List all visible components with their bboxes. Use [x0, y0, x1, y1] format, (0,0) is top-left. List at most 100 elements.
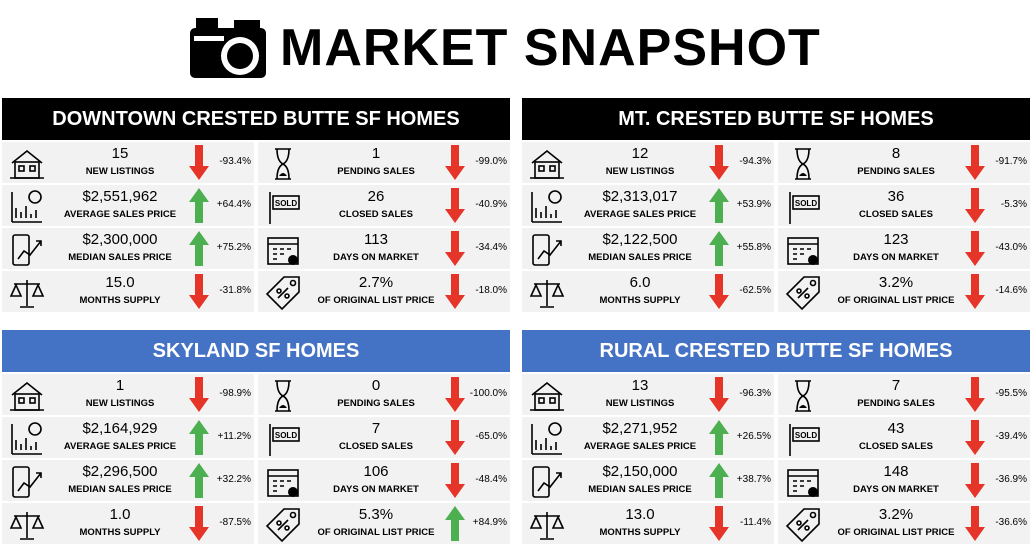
metric-value: 7 — [371, 420, 381, 437]
metric-value: 26 — [367, 188, 385, 205]
arrow-down — [965, 420, 985, 455]
metric-cell: SOLD 36 CLOSED SALES -5.3% — [778, 185, 1030, 226]
metric-value: 15 — [111, 145, 129, 162]
metric-icon — [265, 508, 300, 543]
metric-value: $2,296,500 — [82, 463, 158, 480]
metric-label: MEDIAN SALES PRICE — [68, 484, 172, 495]
metric-label: MEDIAN SALES PRICE — [588, 484, 692, 495]
arrow-up — [709, 188, 729, 223]
metric-cell: SOLD 26 CLOSED SALES -40.9% — [258, 185, 510, 226]
metric-value: 13 — [631, 377, 649, 394]
metric-label: PENDING SALES — [857, 398, 935, 409]
metric-icon — [532, 466, 562, 498]
metric-label: OF ORIGINAL LIST PRICE — [837, 295, 955, 306]
metric-change: -36.9% — [995, 474, 1027, 485]
metric-label: MONTHS SUPPLY — [599, 295, 681, 306]
metric-cell: 6.0 MONTHS SUPPLY -62.5% — [522, 271, 774, 312]
metric-icon — [275, 148, 291, 180]
metric-value: 1.0 — [109, 506, 131, 523]
metric-cell: $2,122,500 MEDIAN SALES PRICE +55.8% — [522, 228, 774, 269]
metric-label: PENDING SALES — [857, 166, 935, 177]
panel: SKYLAND SF HOMES 1 NEW LISTINGS -98.9% 0 PEND… — [2, 330, 510, 544]
metric-label: AVERAGE SALES PRICE — [583, 441, 697, 452]
metric-label: MEDIAN SALES PRICE — [68, 252, 172, 263]
metric-value: 7 — [891, 377, 901, 394]
metric-change: -94.3% — [739, 156, 771, 167]
metric-cell: 106 DAYS ON MARKET -48.4% — [258, 460, 510, 501]
arrow-down — [965, 188, 985, 223]
metric-icon — [267, 237, 299, 265]
metric-change: +75.2% — [216, 242, 251, 253]
metric-change: -91.7% — [995, 156, 1027, 167]
metric-label: NEW LISTINGS — [605, 398, 675, 409]
arrow-up — [709, 231, 729, 266]
metric-icon — [529, 280, 565, 308]
arrow-down — [445, 420, 465, 455]
metric-icon — [795, 380, 811, 412]
metric-cell: 7 PENDING SALES -95.5% — [778, 374, 1030, 415]
metric-label: DAYS ON MARKET — [853, 484, 939, 495]
arrow-down — [709, 145, 729, 180]
metric-change: -14.6% — [995, 285, 1027, 296]
metric-icon — [267, 469, 299, 497]
metric-change: -98.9% — [219, 388, 251, 399]
metric-cell: 3.2% OF ORIGINAL LIST PRICE -36.6% — [778, 503, 1030, 544]
arrow-up — [189, 463, 209, 498]
metric-label: PENDING SALES — [337, 398, 415, 409]
metric-icon — [787, 469, 819, 497]
arrow-down — [965, 506, 985, 541]
metric-cell: SOLD 7 CLOSED SALES -65.0% — [258, 417, 510, 458]
metric-change: -36.6% — [995, 517, 1027, 528]
arrow-down — [709, 377, 729, 412]
metric-cell: 1 NEW LISTINGS -98.9% — [2, 374, 254, 415]
metric-change: -95.5% — [995, 388, 1027, 399]
metric-value: 13.0 — [625, 506, 655, 523]
metric-cell: 3.2% OF ORIGINAL LIST PRICE -14.6% — [778, 271, 1030, 312]
metric-icon: SOLD — [269, 192, 300, 224]
metric-change: -100.0% — [469, 388, 507, 399]
metric-value: 3.2% — [878, 274, 914, 291]
arrow-down — [965, 231, 985, 266]
metric-icon — [275, 380, 291, 412]
arrow-down — [445, 188, 465, 223]
svg-text:SOLD: SOLD — [275, 431, 297, 440]
metric-value: 106 — [363, 463, 389, 480]
metric-change: -99.0% — [475, 156, 507, 167]
arrow-up — [445, 506, 465, 541]
metric-value: $2,313,017 — [602, 188, 678, 205]
metric-label: NEW LISTINGS — [85, 398, 155, 409]
metric-icon — [532, 234, 562, 266]
metric-icon — [530, 149, 564, 179]
metric-change: +55.8% — [736, 242, 771, 253]
metric-cell: 148 DAYS ON MARKET -36.9% — [778, 460, 1030, 501]
metric-change: +32.2% — [216, 474, 251, 485]
metric-value: $2,551,962 — [82, 188, 158, 205]
metric-icon — [9, 512, 45, 540]
metric-label: NEW LISTINGS — [605, 166, 675, 177]
metric-cell: 1 PENDING SALES -99.0% — [258, 142, 510, 183]
arrow-down — [709, 506, 729, 541]
metric-value: 1 — [371, 145, 381, 162]
arrow-down — [445, 231, 465, 266]
arrow-down — [189, 506, 209, 541]
metric-label: CLOSED SALES — [859, 209, 933, 220]
metric-icon — [530, 381, 564, 411]
metric-value: 123 — [883, 231, 909, 248]
metric-change: +11.2% — [217, 431, 251, 442]
metric-change: -96.3% — [739, 388, 771, 399]
metric-label: OF ORIGINAL LIST PRICE — [837, 527, 955, 538]
metric-label: DAYS ON MARKET — [333, 484, 419, 495]
arrow-down — [189, 274, 209, 309]
metric-change: -11.4% — [740, 517, 771, 528]
metric-value: 3.2% — [878, 506, 914, 523]
metric-label: MONTHS SUPPLY — [79, 527, 161, 538]
metric-icon — [785, 508, 820, 543]
metric-label: NEW LISTINGS — [85, 166, 155, 177]
metric-icon — [9, 280, 45, 308]
metric-label: AVERAGE SALES PRICE — [63, 209, 177, 220]
svg-text:SOLD: SOLD — [795, 431, 817, 440]
metric-cell: 13.0 MONTHS SUPPLY -11.4% — [522, 503, 774, 544]
svg-text:SOLD: SOLD — [795, 199, 817, 208]
arrow-down — [965, 463, 985, 498]
